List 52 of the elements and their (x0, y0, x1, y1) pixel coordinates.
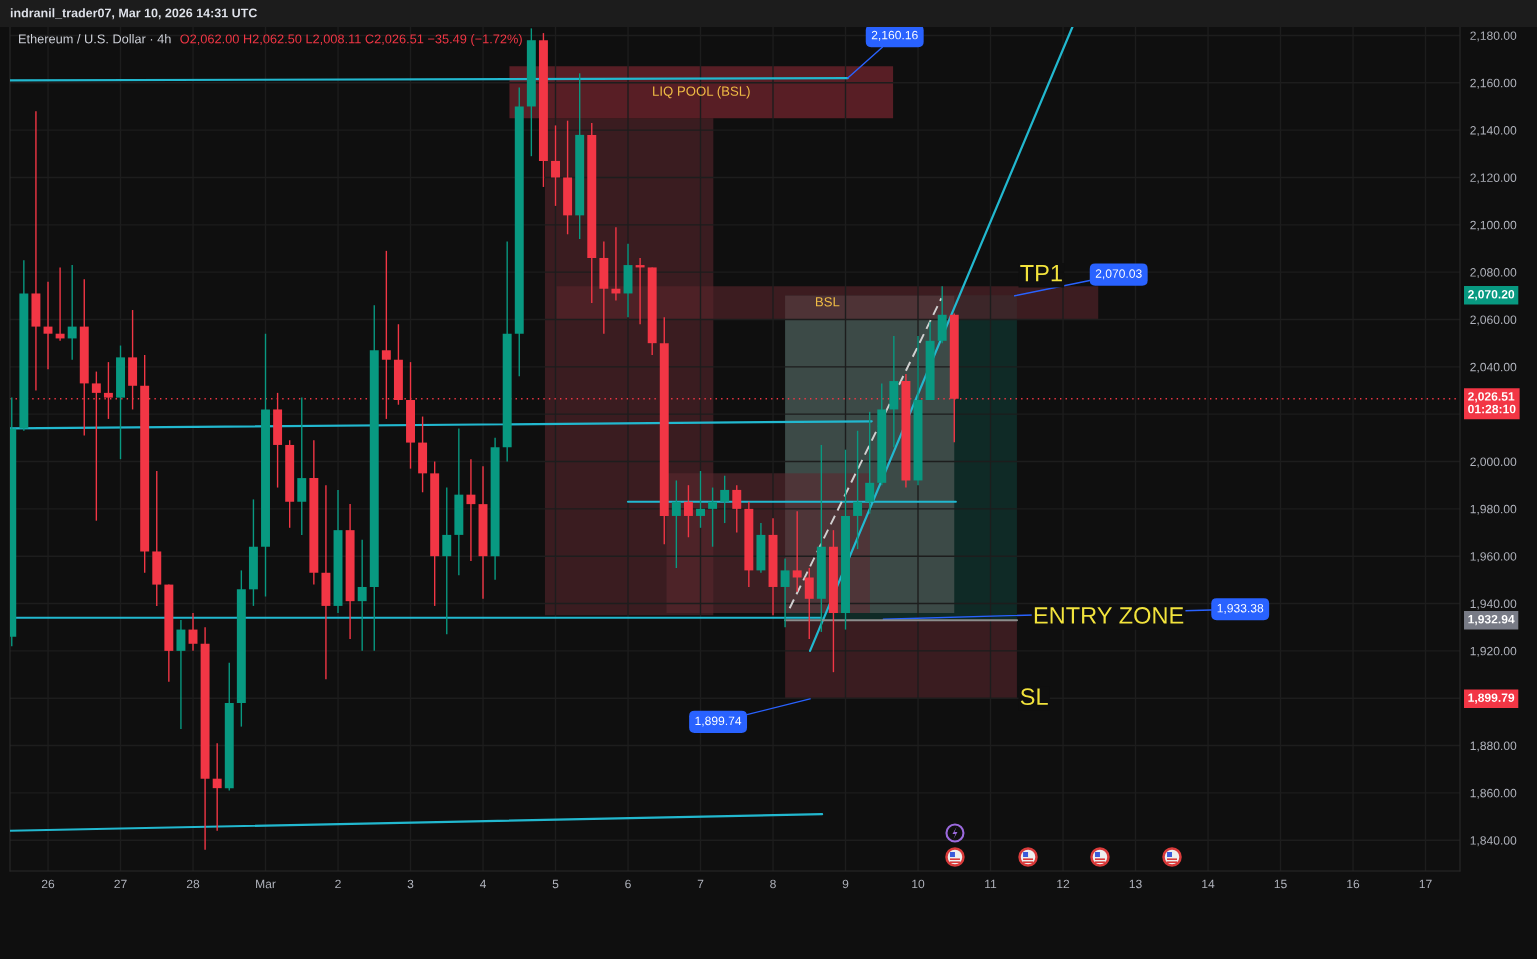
text: 2,070.20 (1468, 290, 1515, 301)
annotation: LIQ POOL (BSL) (653, 86, 750, 99)
x-tick-label: 9 (842, 879, 849, 889)
y-tick-label: 2,080.00 (1470, 268, 1517, 279)
y-tick-label: 1,880.00 (1470, 741, 1517, 752)
x-tick-label: 8 (770, 879, 776, 889)
annotation: SL (1020, 688, 1048, 706)
y-tick-label: 2,140.00 (1470, 126, 1517, 137)
x-tick-label: 16 (1347, 879, 1360, 889)
y-tick-label: 2,040.00 (1470, 362, 1517, 373)
x-tick-label: 5 (552, 879, 559, 889)
y-tick-label: 1,960.00 (1470, 552, 1517, 563)
y-tick-label: 2,000.00 (1470, 457, 1517, 468)
ref-line-label: 2,026.51 01:28:10 (1468, 392, 1516, 414)
x-tick-label: 2 (335, 879, 341, 889)
x-tick-label: Mar (256, 879, 276, 889)
y-tick-label: 2,160.00 (1470, 78, 1517, 89)
y-tick-label: 2,100.00 (1470, 220, 1517, 231)
y-tick-label: 1,920.00 (1470, 646, 1517, 657)
annotation: BSL (816, 297, 840, 307)
y-tick-label: 2,120.00 (1470, 173, 1517, 184)
y-tick-label: 2,060.00 (1470, 315, 1517, 326)
annotation: 1,933.38 (1217, 603, 1264, 614)
x-tick-label: 13 (1129, 879, 1142, 889)
text: 1,932.94 (1468, 614, 1515, 626)
x-tick-label: 27 (114, 879, 127, 889)
text: O2,062.00 H2,062.50 L2,008.11 C2,026.51 −35.49 (−1.72%) (180, 34, 522, 46)
x-tick-label: 28 (186, 879, 200, 889)
series-label: ENTRY ZONE (1034, 607, 1184, 624)
annotation: 1,899.74 (695, 716, 742, 727)
y-tick-label: 1,980.00 (1470, 504, 1517, 515)
x-tick-label: 26 (41, 879, 55, 889)
x-tick-label: 15 (1274, 879, 1287, 889)
x-tick-label: 14 (1202, 879, 1215, 889)
y-tick-label: 1,940.00 (1470, 599, 1517, 610)
annotation: 2,160.16 (871, 30, 918, 41)
x-tick-label: 7 (697, 879, 704, 889)
y-tick-label: 2,180.00 (1470, 31, 1517, 42)
annotation: 2,070.03 (1095, 269, 1142, 280)
text: 1,899.79 (1468, 693, 1515, 704)
annotation: TP1 (1020, 265, 1062, 282)
x-tick-label: 3 (407, 879, 414, 889)
x-tick-label: 11 (985, 879, 997, 889)
x-tick-label: 17 (1419, 879, 1432, 889)
y-tick-label: 1,860.00 (1470, 788, 1517, 799)
y-tick-label: 1,840.00 (1470, 836, 1517, 847)
x-tick-label: 6 (625, 879, 631, 889)
x-tick-label: 10 (912, 879, 925, 889)
chart-title: Ethereum / U.S. Dollar · 4h (19, 34, 171, 44)
text: indranil_trader07, Mar 10, 2026 14:31 UTC (10, 8, 257, 20)
x-tick-label: 4 (479, 879, 487, 889)
x-tick-label: 12 (1057, 879, 1070, 889)
